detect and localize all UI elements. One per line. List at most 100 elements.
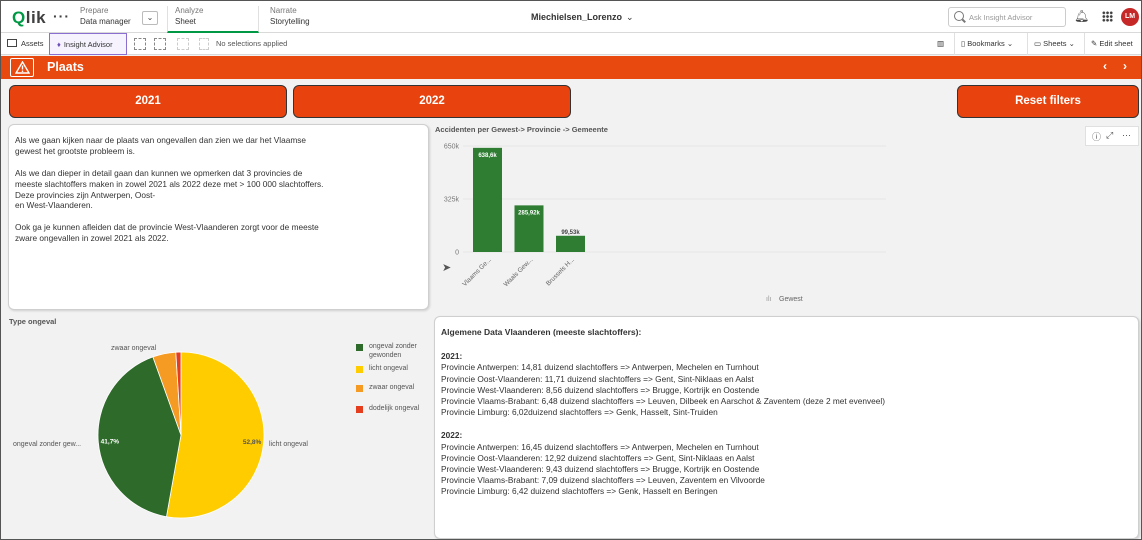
lasso-select-icon[interactable]: [154, 38, 166, 50]
step-analyze-label: Analyze: [175, 6, 204, 15]
pie-slice-label: 52,8%: [243, 439, 262, 446]
chart-tools: ⓘ ⤢ ⋯: [1085, 126, 1139, 146]
y-tick-label: 650k: [444, 144, 460, 151]
bar[interactable]: [473, 147, 502, 252]
search-icon: [954, 11, 964, 21]
step-back-icon[interactable]: [177, 38, 189, 50]
step-prepare-label: Prepare: [80, 6, 109, 15]
step-narrate[interactable]: Narrate Storytelling: [263, 6, 355, 32]
step-analyze-sub: Sheet: [175, 17, 196, 26]
info-icon[interactable]: ⓘ: [1092, 132, 1102, 142]
expand-icon[interactable]: ⤢: [1106, 130, 1114, 140]
top-navigation-bar: Qlik ··· Prepare Data manager ⌄ Analyze …: [1, 1, 1141, 33]
pie-chart-title: Type ongeval: [9, 317, 57, 326]
info-group-2021: 2021: Provincie Antwerpen: 14,81 duizend…: [441, 351, 1132, 418]
legend-swatch: [356, 344, 363, 351]
edit-sheet-button[interactable]: ✎ Edit sheet: [1084, 33, 1141, 55]
legend-swatch: [356, 406, 363, 413]
bar-data-label: 285,92k: [518, 210, 540, 216]
info-line: Provincie Antwerpen: 16,45 duizend slach…: [441, 441, 759, 452]
legend-label: ongeval zonder gewonden: [369, 343, 417, 359]
info-line: Provincie Oost-Vlaanderen: 11,71 duizend…: [441, 373, 754, 384]
clear-selections-icon[interactable]: [199, 38, 209, 50]
pie-outer-label: licht ongeval: [269, 441, 308, 448]
bar-data-label: 99,53k: [561, 230, 580, 236]
cursor-icon: ➤: [442, 262, 452, 274]
y-tick-label: 0: [455, 250, 459, 257]
pie-slice[interactable]: [97, 356, 182, 518]
x-tick-label: Vlaams Ge...: [461, 256, 493, 288]
sheet-title-bar: Plaats ‹ ›: [1, 56, 1141, 79]
y-tick-label: 325k: [444, 197, 460, 204]
year-heading-2022: 2022:: [441, 430, 463, 441]
sheets-icon: ▭: [1034, 39, 1044, 48]
x-axis-label: Gewest: [779, 296, 803, 303]
info-line: Provincie Limburg: 6,42 duizend slachtof…: [441, 486, 718, 497]
info-line: Provincie Antwerpen: 14,81 duizend slach…: [441, 362, 759, 373]
insight-advisor-button[interactable]: ♦ Insight Advisor: [49, 33, 127, 55]
bar[interactable]: [556, 235, 585, 252]
text-paragraph-1: Als we gaan kijken naar de plaats van on…: [15, 135, 307, 156]
x-tick-label: Brussels H...: [545, 256, 576, 287]
info-line: Provincie West-Vlaanderen: 9,43 duizend …: [441, 464, 760, 475]
legend-swatch: [356, 385, 363, 392]
chevron-down-icon: ⌄: [626, 12, 634, 22]
info-line: Provincie West-Vlaanderen: 8,56 duizend …: [441, 384, 760, 395]
filter-2021-button[interactable]: 2021: [9, 85, 287, 118]
next-sheet-icon[interactable]: ›: [1123, 59, 1127, 73]
description-text-box: Als we gaan kijken naar de plaats van on…: [8, 124, 429, 310]
chevron-down-icon[interactable]: ⌄: [142, 11, 158, 25]
step-analyze[interactable]: Analyze Sheet: [167, 6, 259, 33]
more-menu-icon[interactable]: ···: [53, 8, 70, 24]
legend-label: zwaar ongeval: [369, 384, 415, 391]
sheet-overview-icon[interactable]: ▥: [937, 39, 945, 48]
sheet-title: Plaats: [47, 60, 84, 74]
bookmark-icon: ▯: [961, 39, 968, 48]
x-tick-label: Waals Gew...: [503, 256, 535, 288]
info-heading: Algemene Data Vlaanderen (meeste slachto…: [441, 327, 642, 337]
panel-icon: [7, 39, 17, 47]
pie-outer-label: ongeval zonder gew...: [13, 441, 81, 448]
sheets-button[interactable]: ▭ Sheets ⌄: [1027, 33, 1083, 55]
step-narrate-label: Narrate: [270, 6, 297, 15]
pie-slice[interactable]: [166, 351, 265, 519]
info-line: Provincie Vlaams-Brabant: 7,09 duizend s…: [441, 475, 765, 486]
text-paragraph-2: Als we dan dieper in detail gaan dan kun…: [15, 167, 324, 211]
info-group-2022: 2022: Provincie Antwerpen: 16,45 duizend…: [441, 430, 1132, 497]
warning-icon: [10, 58, 34, 77]
info-line: Provincie Vlaams-Brabant: 6,48 duizend s…: [441, 396, 885, 407]
year-heading-2021: 2021:: [441, 351, 463, 362]
bookmarks-button[interactable]: ▯ Bookmarks ⌄: [954, 33, 1026, 55]
pie-chart[interactable]: 52,8% 41,7% zwaar ongeval ongeval zonder ge…: [1, 329, 351, 534]
info-line: Provincie Oost-Vlaanderen: 12,92 duizend…: [441, 452, 755, 463]
reset-filters-button[interactable]: Reset filters: [957, 85, 1139, 118]
insight-icon: ♦: [57, 40, 61, 49]
qlik-logo[interactable]: Qlik: [12, 8, 47, 27]
pie-slice[interactable]: [175, 351, 182, 436]
filter-2022-button[interactable]: 2022: [293, 85, 571, 118]
smart-search-icon[interactable]: [134, 38, 146, 50]
avatar[interactable]: LM: [1121, 8, 1139, 26]
more-options-icon[interactable]: ⋯: [1122, 130, 1131, 140]
bar[interactable]: [514, 205, 544, 252]
assets-button[interactable]: Assets: [7, 33, 44, 55]
pie-outer-label: zwaar ongeval: [111, 345, 157, 352]
legend-swatch: [356, 366, 363, 373]
bell-icon[interactable]: 🔔︎: [1074, 9, 1090, 23]
step-prepare-sub: Data manager: [80, 17, 131, 26]
legend-label: licht ongeval: [369, 365, 408, 372]
previous-sheet-icon[interactable]: ‹: [1103, 59, 1107, 73]
ask-placeholder: Ask Insight Advisor: [969, 13, 1033, 22]
step-prepare[interactable]: Prepare Data manager: [80, 6, 172, 32]
bar-chart-title: Accidenten per Gewest-> Provincie -> Gem…: [435, 125, 608, 134]
bar-chart[interactable]: 650k 325k 0 638,6k Vlaams Ge... 285,92k Waals …: [431, 134, 891, 309]
ask-insight-advisor-input[interactable]: Ask Insight Advisor: [948, 7, 1066, 27]
pencil-icon: ✎: [1091, 39, 1100, 48]
app-name-dropdown[interactable]: Miechielsen_Lorenzo ⌄: [531, 12, 634, 22]
info-line: Provincie Limburg: 6,02duizend slachtoff…: [441, 407, 718, 418]
bar-data-label: 638,6k: [478, 153, 497, 159]
step-narrate-sub: Storytelling: [270, 17, 310, 26]
apps-grid-icon[interactable]: [1102, 11, 1113, 22]
drilldown-icon[interactable]: ılı: [766, 296, 772, 303]
